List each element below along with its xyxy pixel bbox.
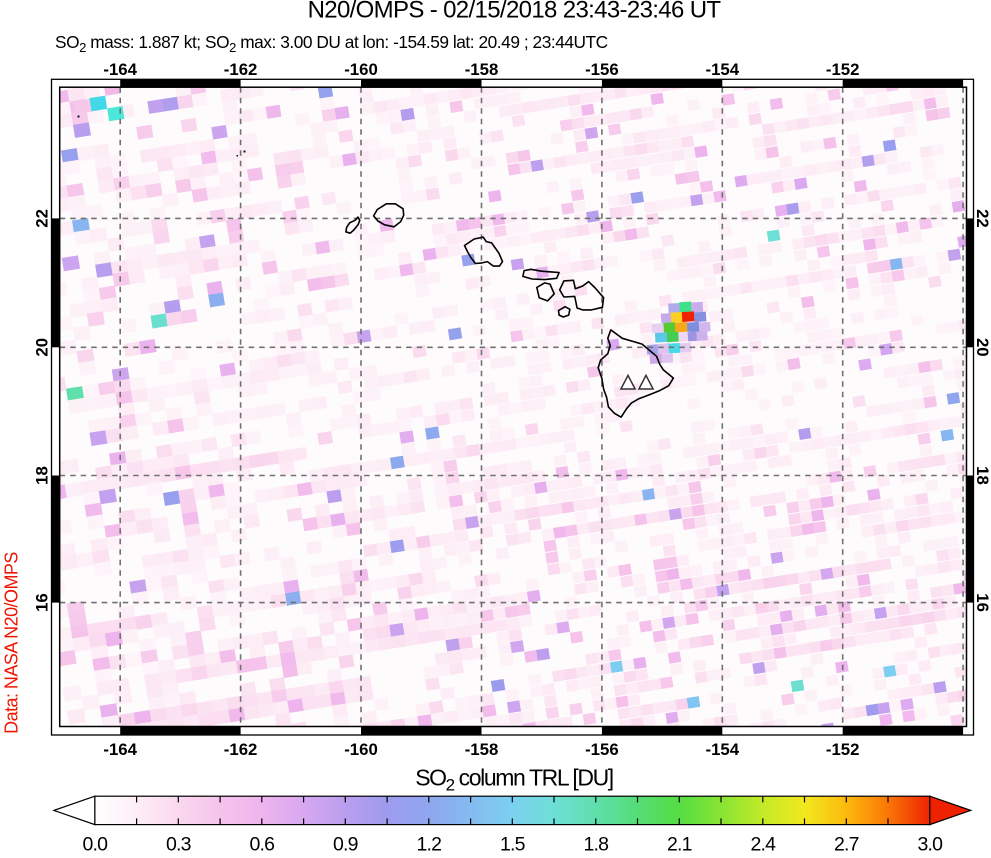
svg-text:1.8: 1.8 — [583, 833, 608, 853]
svg-text:22: 22 — [973, 209, 991, 228]
svg-text:20: 20 — [973, 338, 991, 357]
svg-text:22: 22 — [33, 209, 52, 228]
svg-text:-154: -154 — [706, 740, 740, 759]
svg-text:-158: -158 — [465, 740, 499, 759]
svg-text:-154: -154 — [706, 60, 740, 79]
svg-text:0.0: 0.0 — [82, 833, 108, 853]
svg-text:18: 18 — [973, 466, 991, 485]
svg-text:-160: -160 — [344, 60, 378, 79]
svg-text:-152: -152 — [826, 740, 860, 759]
svg-text:-152: -152 — [826, 60, 860, 79]
svg-text:2.4: 2.4 — [750, 833, 776, 853]
svg-text:-164: -164 — [103, 60, 137, 79]
svg-text:1.5: 1.5 — [500, 833, 526, 853]
svg-text:-160: -160 — [344, 740, 378, 759]
svg-text:20: 20 — [33, 338, 52, 357]
svg-text:N20/OMPS - 02/15/2018 23:43-23: N20/OMPS - 02/15/2018 23:43-23:46 UT — [308, 0, 722, 24]
svg-text:0.9: 0.9 — [333, 833, 358, 853]
svg-text:0.6: 0.6 — [249, 833, 274, 853]
svg-text:2.7: 2.7 — [834, 833, 859, 853]
svg-text:0.3: 0.3 — [166, 833, 191, 853]
svg-text:SO2 mass: 1.887 kt; SO2 max: 3: SO2 mass: 1.887 kt; SO2 max: 3.00 DU at … — [55, 32, 608, 55]
svg-text:-162: -162 — [224, 60, 258, 79]
svg-text:-156: -156 — [585, 60, 619, 79]
svg-text:1.2: 1.2 — [416, 833, 441, 853]
svg-text:-164: -164 — [103, 740, 137, 759]
svg-text:-162: -162 — [224, 740, 258, 759]
svg-text:18: 18 — [33, 466, 52, 485]
svg-text:-158: -158 — [465, 60, 499, 79]
svg-text:16: 16 — [973, 593, 991, 612]
svg-text:3.0: 3.0 — [917, 833, 943, 853]
svg-text:Data: NASA N20/OMPS: Data: NASA N20/OMPS — [2, 552, 22, 734]
svg-text:16: 16 — [33, 593, 52, 612]
svg-text:2.1: 2.1 — [667, 833, 692, 853]
svg-text:-156: -156 — [585, 740, 619, 759]
svg-text:SO2 column TRL [DU]: SO2 column TRL [DU] — [415, 765, 613, 795]
